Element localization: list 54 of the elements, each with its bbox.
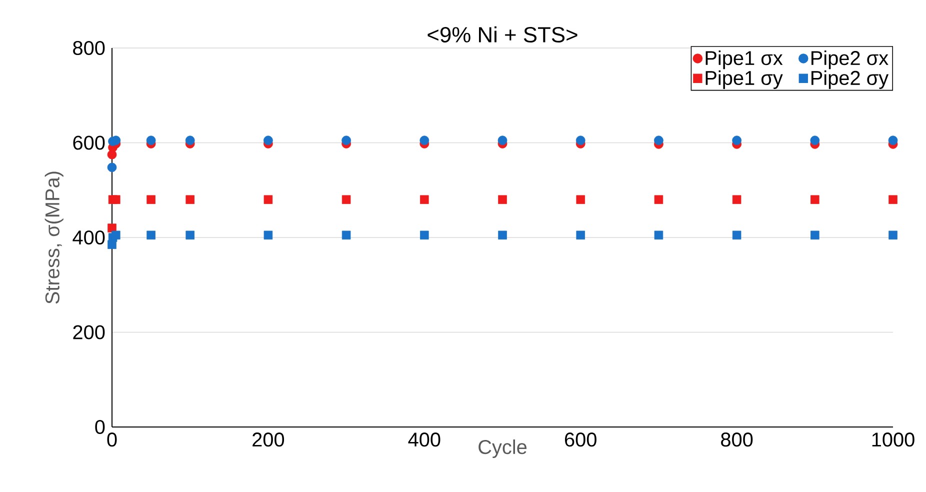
x-axis-title: Cycle <box>478 439 527 458</box>
point <box>342 230 351 240</box>
legend-label: Pipe1 σy <box>706 70 783 89</box>
point <box>810 136 820 146</box>
y-tick-label: 600 <box>73 136 105 150</box>
point <box>342 136 351 146</box>
point <box>146 136 156 146</box>
point <box>732 136 742 146</box>
point <box>888 195 898 204</box>
point <box>732 230 742 240</box>
point <box>146 195 156 204</box>
x-tick-label: 1000 <box>872 432 914 447</box>
chart-title: <9% Ni + STS> <box>428 26 578 43</box>
point <box>420 230 429 240</box>
y-axis-title: Stress, σ(MPa) <box>44 172 64 304</box>
point <box>107 162 117 172</box>
y-tick-label: 800 <box>73 40 105 56</box>
point <box>146 230 156 240</box>
point <box>264 136 273 146</box>
point <box>810 230 820 240</box>
legend-label: Pipe2 σx <box>812 50 888 70</box>
point <box>186 230 194 240</box>
x-tick-label: 400 <box>408 432 440 447</box>
point <box>654 195 664 204</box>
y-tick-label: 400 <box>72 230 105 245</box>
point <box>576 230 585 240</box>
point <box>185 136 195 146</box>
x-tick-label: 0 <box>107 432 117 447</box>
point <box>112 195 120 204</box>
point <box>810 195 820 204</box>
y-tick-label: 200 <box>73 325 105 340</box>
point <box>186 195 194 204</box>
point <box>576 136 586 146</box>
legend-label: Pipe2 σy <box>812 70 889 89</box>
x-tick-label: 600 <box>565 432 596 447</box>
point <box>576 195 585 204</box>
x-tick-label: 200 <box>252 432 284 447</box>
point <box>498 230 507 240</box>
point <box>498 136 508 146</box>
point <box>420 136 430 146</box>
point <box>498 195 507 204</box>
y-tick-label: 0 <box>95 420 105 434</box>
point <box>654 136 664 146</box>
legend-label: Pipe1 σx <box>706 50 783 70</box>
point <box>888 230 898 240</box>
point <box>888 136 898 146</box>
point <box>342 195 351 204</box>
x-tick-label: 800 <box>721 432 753 447</box>
point <box>732 195 742 204</box>
point <box>112 230 120 240</box>
point <box>654 230 664 240</box>
point <box>264 230 273 240</box>
point <box>264 195 273 204</box>
point <box>420 195 429 204</box>
